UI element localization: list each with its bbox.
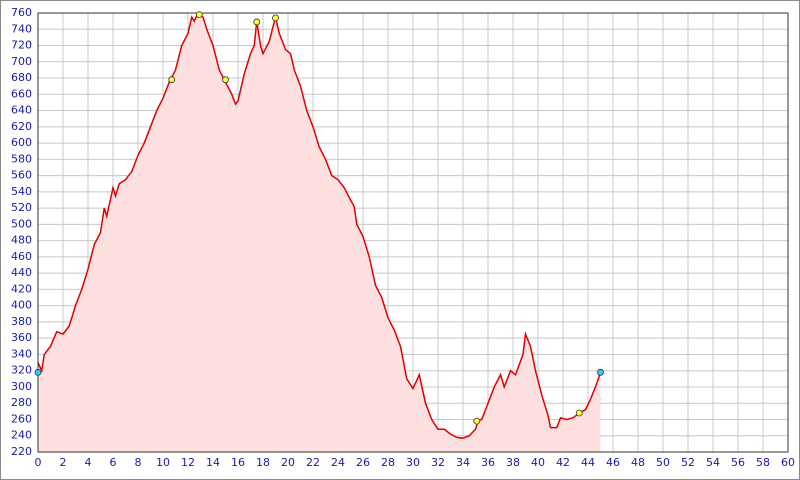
- y-tick-label: 620: [11, 120, 32, 133]
- x-tick-label: 20: [281, 456, 295, 469]
- x-tick-label: 12: [181, 456, 195, 469]
- x-tick-label: 10: [156, 456, 170, 469]
- y-tick-label: 280: [11, 396, 32, 409]
- x-tick-label: 0: [35, 456, 42, 469]
- waypoint: [253, 18, 261, 26]
- y-tick-label: 460: [11, 250, 32, 263]
- y-tick-label: 260: [11, 412, 32, 425]
- x-tick-label: 40: [531, 456, 545, 469]
- y-tick-label: 380: [11, 315, 32, 328]
- x-tick-label: 54: [706, 456, 720, 469]
- waypoint: [195, 11, 203, 19]
- waypoint: [272, 14, 279, 22]
- y-tick-label: 300: [11, 380, 32, 393]
- x-tick-label: 14: [206, 456, 220, 469]
- x-tick-label: 60: [781, 456, 795, 469]
- y-tick-label: 580: [11, 152, 32, 165]
- x-tick-label: 6: [110, 456, 117, 469]
- x-tick-label: 2: [60, 456, 67, 469]
- y-tick-label: 440: [11, 266, 32, 279]
- waypoint: [473, 417, 481, 425]
- y-tick-label: 600: [11, 136, 32, 149]
- y-tick-label: 540: [11, 185, 32, 198]
- y-tick-label: 500: [11, 217, 32, 230]
- y-tick-label: 420: [11, 282, 32, 295]
- y-tick-label: 320: [11, 364, 32, 377]
- x-tick-label: 16: [231, 456, 245, 469]
- area-fill: [38, 13, 601, 452]
- x-tick-label: 34: [456, 456, 470, 469]
- elevation-line: [37, 11, 602, 439]
- x-tick-label: 8: [135, 456, 142, 469]
- x-tick-label: 56: [731, 456, 745, 469]
- y-tick-label: 340: [11, 347, 32, 360]
- x-tick-label: 28: [381, 456, 395, 469]
- x-tick-label: 24: [331, 456, 345, 469]
- y-tick-label: 220: [11, 445, 32, 458]
- x-tick-label: 4: [85, 456, 92, 469]
- x-tick-label: 58: [756, 456, 770, 469]
- x-tick-label: 44: [581, 456, 595, 469]
- waypoint: [575, 409, 583, 417]
- x-tick-label: 46: [606, 456, 620, 469]
- waypoint: [222, 76, 229, 84]
- y-tick-label: 520: [11, 201, 32, 214]
- y-tick-label: 560: [11, 169, 32, 182]
- x-tick-label: 26: [356, 456, 370, 469]
- y-tick-label: 480: [11, 234, 32, 247]
- waypoint: [597, 368, 604, 376]
- plot-border: [37, 12, 789, 453]
- x-tick-label: 42: [556, 456, 570, 469]
- y-tick-label: 680: [11, 71, 32, 84]
- waypoint: [34, 368, 42, 376]
- y-tick-label: 720: [11, 39, 32, 52]
- y-tick-label: 660: [11, 87, 32, 100]
- y-tick-label: 400: [11, 299, 32, 312]
- y-tick-label: 760: [11, 6, 32, 19]
- x-tick-label: 50: [656, 456, 670, 469]
- y-tick-label: 360: [11, 331, 32, 344]
- x-tick-label: 52: [681, 456, 695, 469]
- x-tick-label: 18: [256, 456, 270, 469]
- y-tick-label: 240: [11, 429, 32, 442]
- x-tick-label: 48: [631, 456, 645, 469]
- x-tick-label: 38: [506, 456, 520, 469]
- y-tick-label: 740: [11, 22, 32, 35]
- x-tick-label: 30: [406, 456, 420, 469]
- y-tick-label: 640: [11, 104, 32, 117]
- waypoint: [168, 76, 176, 84]
- y-tick-label: 700: [11, 55, 32, 68]
- x-tick-label: 32: [431, 456, 445, 469]
- x-tick-label: 22: [306, 456, 320, 469]
- x-tick-label: 36: [481, 456, 495, 469]
